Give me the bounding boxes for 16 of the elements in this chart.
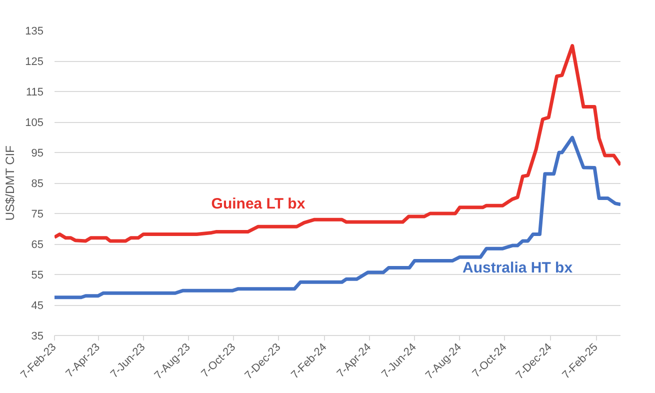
y-tick-label: 85 xyxy=(31,178,44,190)
y-tick-label: 135 xyxy=(25,26,44,38)
y-tick-label: 65 xyxy=(31,239,44,251)
y-tick-label: 105 xyxy=(25,117,44,129)
y-tick-label: 115 xyxy=(26,86,44,98)
y-tick-label: 95 xyxy=(31,148,44,160)
y-axis-title: US$/DMT CIF xyxy=(3,146,18,221)
y-tick-label: 75 xyxy=(31,208,44,220)
line-series xyxy=(54,44,620,243)
y-tick-label: 45 xyxy=(31,300,44,312)
y-tick-label: 55 xyxy=(31,270,44,282)
y-tick-label: 125 xyxy=(25,56,44,68)
y-tick-label: 35 xyxy=(31,330,44,342)
line-series xyxy=(54,136,620,300)
series-label: Guinea LT bx xyxy=(211,196,306,213)
series-label: Australia HT bx xyxy=(462,260,574,277)
